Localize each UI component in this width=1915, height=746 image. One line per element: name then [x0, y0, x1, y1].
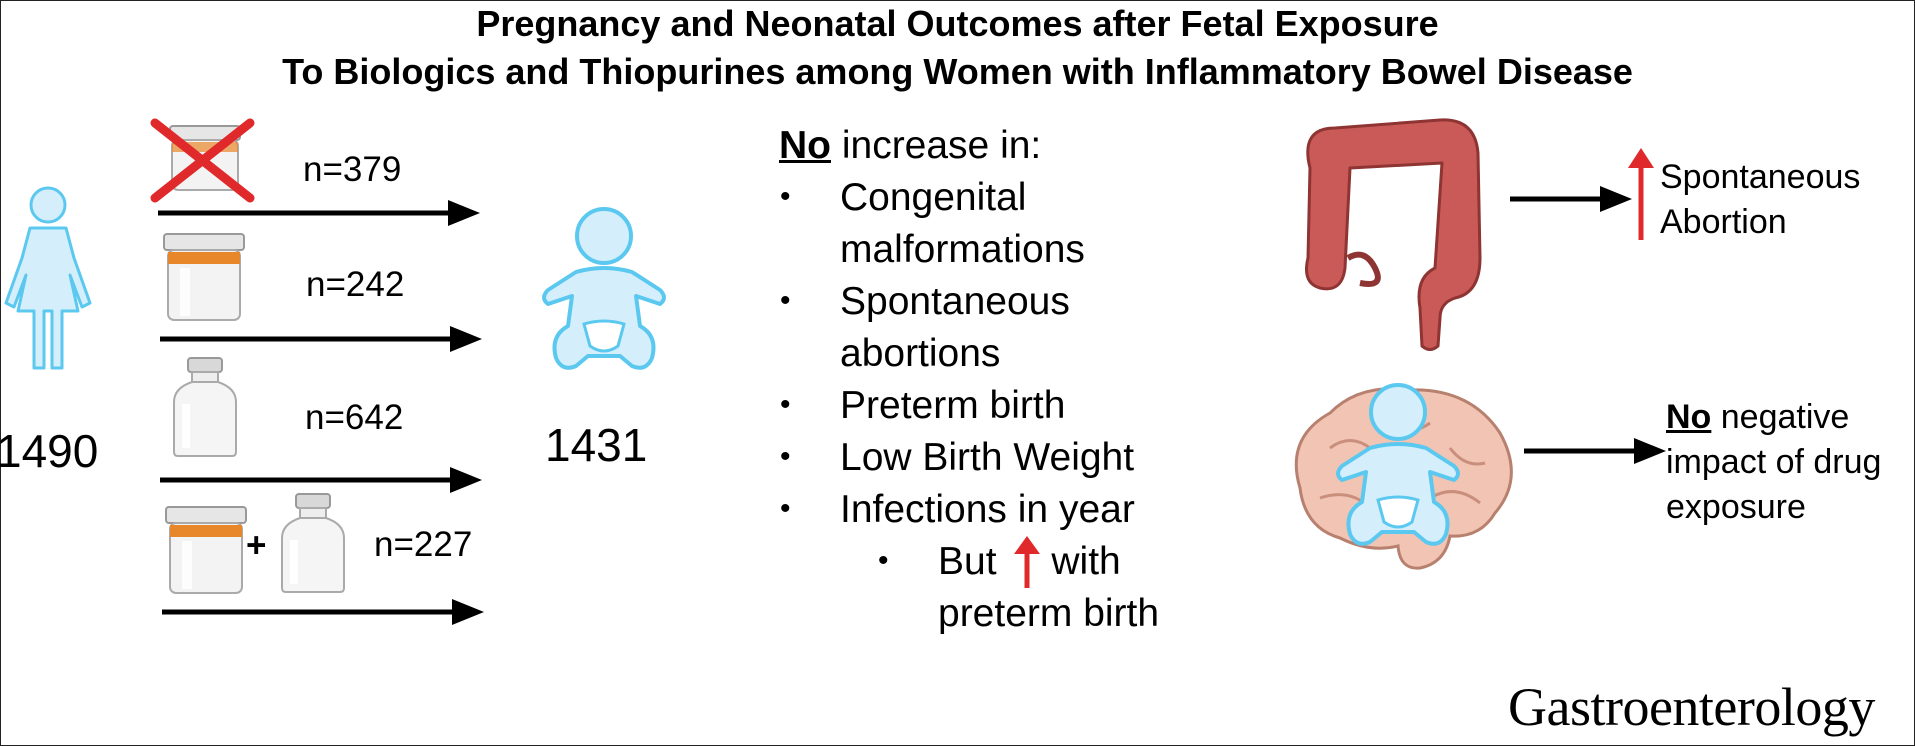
- finding-text: Spontaneous: [840, 280, 1070, 323]
- baby-icon: [542, 207, 666, 370]
- mothers-count: 1490: [0, 425, 99, 477]
- up-arrow-icon: [1628, 148, 1654, 240]
- vial-icon: [281, 493, 345, 593]
- finding-lbw: Low Birth Weight: [840, 436, 1135, 479]
- finding-text: malformations: [840, 228, 1085, 271]
- brain-outcome-rest: negative: [1711, 398, 1850, 436]
- findings-heading-emph: No: [779, 124, 831, 167]
- finding-text: abortions: [840, 332, 1001, 375]
- finding-infections: Infections in year: [840, 488, 1135, 531]
- findings-heading: No increase in:: [779, 120, 1041, 172]
- group-2-arrow: [160, 326, 482, 352]
- infants-count: 1431: [545, 419, 648, 471]
- finding-preterm: Preterm birth: [840, 384, 1066, 427]
- journal-name: Gastroenterology: [1508, 677, 1875, 737]
- woman-icon: [4, 186, 92, 370]
- sub-finding-line2: preterm birth: [938, 592, 1160, 635]
- group-1-n: n=379: [303, 150, 402, 189]
- bullet: •: [780, 284, 791, 317]
- group-1-arrow: [158, 200, 480, 226]
- bullet: •: [780, 388, 791, 421]
- title-line-2: To Biologics and Thiopurines among Women…: [282, 51, 1633, 92]
- finding-text: Congenital: [840, 176, 1027, 219]
- brain-outcome-emph: No: [1666, 398, 1712, 436]
- jar-icon: [163, 233, 245, 321]
- colon-outcome-line2: Abortion: [1660, 203, 1787, 241]
- findings-heading-rest: increase in:: [831, 124, 1042, 167]
- bullet: •: [780, 440, 791, 473]
- group-2-n: n=242: [306, 265, 405, 304]
- plus-sign: +: [246, 526, 267, 565]
- up-arrow-icon: [1014, 536, 1040, 588]
- brain-arrow: [1524, 438, 1666, 464]
- group-4-n: n=227: [374, 525, 473, 564]
- group-3-n: n=642: [305, 398, 404, 437]
- sub-finding-post: with: [1040, 540, 1121, 583]
- colon-icon: [1305, 118, 1482, 351]
- jar-icon: [165, 506, 247, 594]
- sub-bullet: •: [878, 544, 889, 577]
- title-line-1: Pregnancy and Neonatal Outcomes after Fe…: [476, 3, 1439, 44]
- bullet: •: [780, 180, 791, 213]
- sub-finding-pre: But: [938, 540, 997, 583]
- colon-outcome: Spontaneous Abortion: [1660, 155, 1860, 245]
- finding-congenital: Congenital malformations: [840, 172, 1085, 276]
- brain-outcome: No negative impact of drug exposure: [1666, 395, 1881, 530]
- group-4-arrow: [162, 599, 484, 625]
- finding-spontaneous: Spontaneous abortions: [840, 276, 1070, 380]
- bullet: •: [780, 492, 791, 525]
- baby-icon: [1336, 383, 1460, 546]
- brain-outcome-line3: exposure: [1666, 488, 1806, 526]
- sub-finding: But with preterm birth: [938, 536, 1159, 640]
- brain-outcome-line2: impact of drug: [1666, 443, 1882, 481]
- group-3-arrow: [160, 467, 482, 493]
- colon-outcome-line1: Spontaneous: [1660, 158, 1861, 196]
- colon-arrow: [1510, 186, 1632, 212]
- vial-icon: [173, 357, 237, 457]
- cross-icon: [150, 118, 255, 203]
